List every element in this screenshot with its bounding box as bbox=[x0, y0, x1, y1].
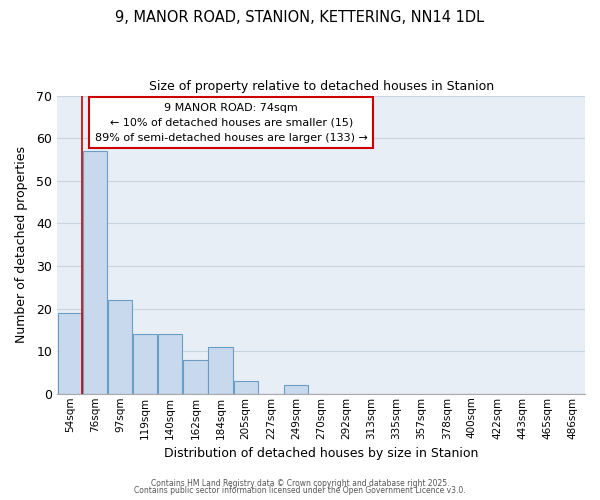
Bar bbox=[133, 334, 157, 394]
Bar bbox=[158, 334, 182, 394]
Bar bbox=[284, 385, 308, 394]
Bar bbox=[83, 151, 107, 394]
Text: 9, MANOR ROAD, STANION, KETTERING, NN14 1DL: 9, MANOR ROAD, STANION, KETTERING, NN14 … bbox=[115, 10, 485, 25]
Y-axis label: Number of detached properties: Number of detached properties bbox=[15, 146, 28, 343]
Text: Contains public sector information licensed under the Open Government Licence v3: Contains public sector information licen… bbox=[134, 486, 466, 495]
X-axis label: Distribution of detached houses by size in Stanion: Distribution of detached houses by size … bbox=[164, 447, 478, 460]
Bar bbox=[183, 360, 208, 394]
Title: Size of property relative to detached houses in Stanion: Size of property relative to detached ho… bbox=[149, 80, 494, 93]
Bar bbox=[233, 381, 258, 394]
Bar bbox=[208, 347, 233, 394]
Text: 9 MANOR ROAD: 74sqm
← 10% of detached houses are smaller (15)
89% of semi-detach: 9 MANOR ROAD: 74sqm ← 10% of detached ho… bbox=[95, 103, 368, 142]
Text: Contains HM Land Registry data © Crown copyright and database right 2025.: Contains HM Land Registry data © Crown c… bbox=[151, 478, 449, 488]
Bar bbox=[108, 300, 132, 394]
Bar bbox=[58, 313, 82, 394]
